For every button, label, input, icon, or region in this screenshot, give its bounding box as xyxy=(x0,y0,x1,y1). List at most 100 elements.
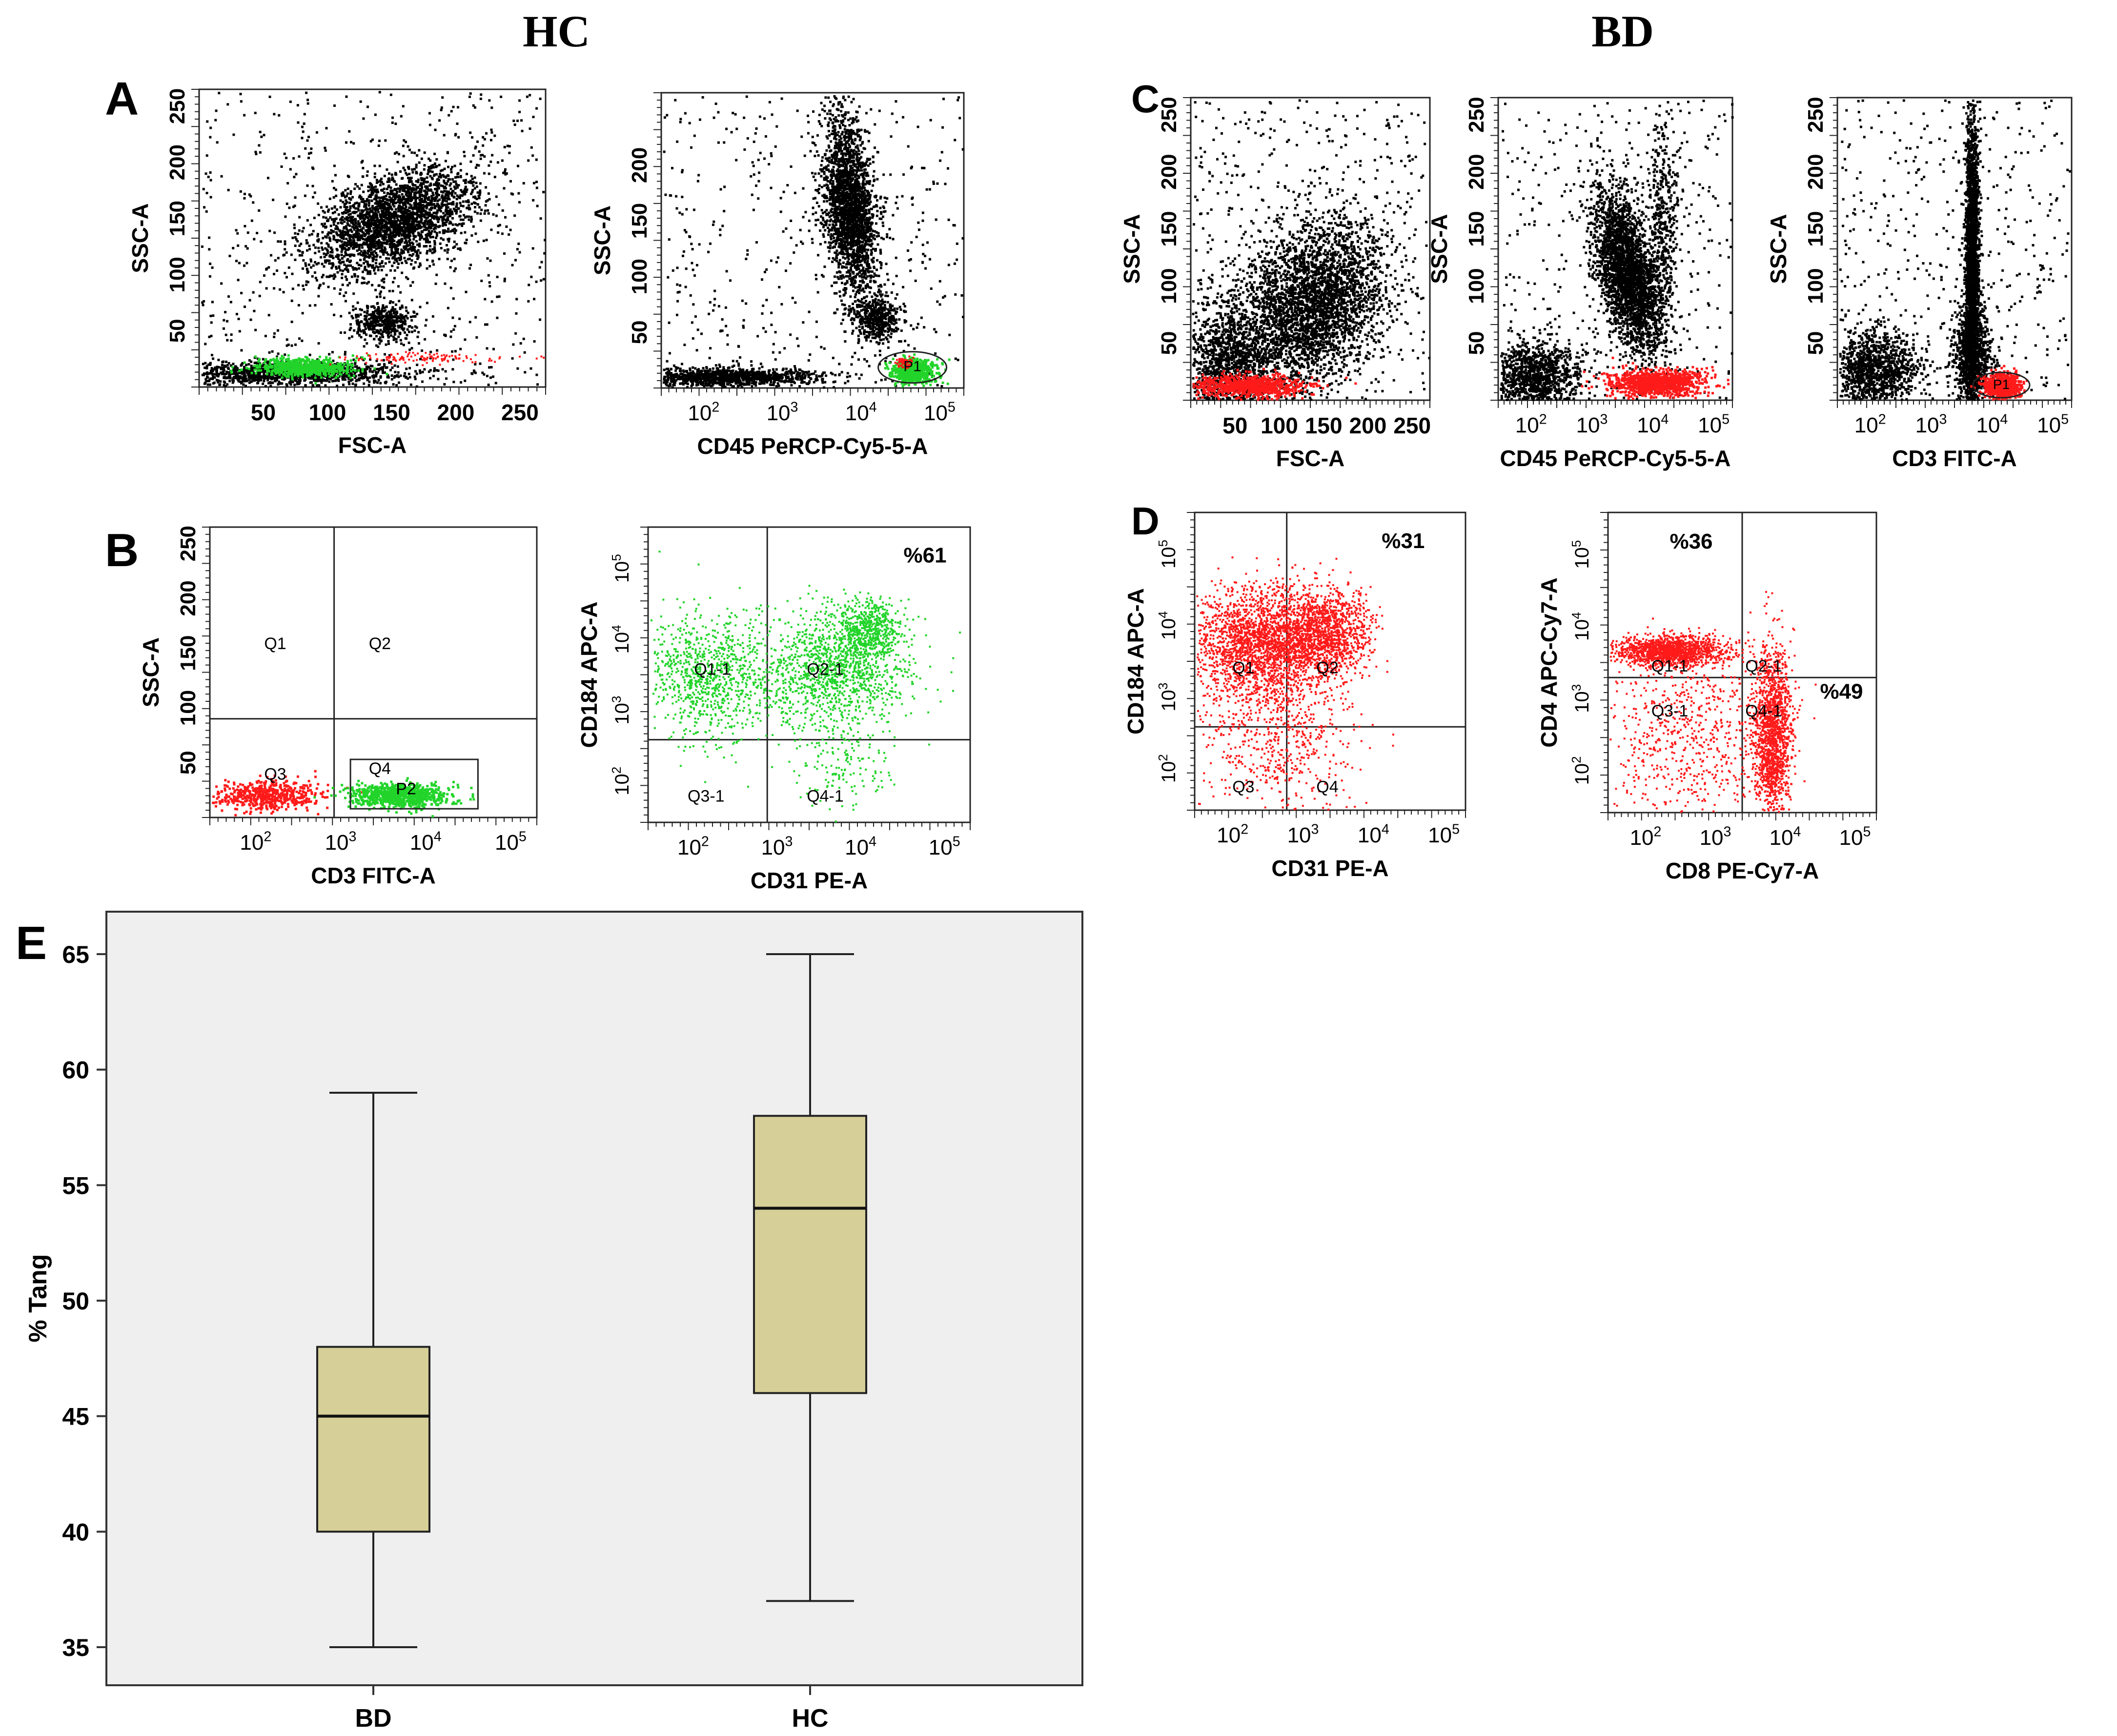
tick-marks xyxy=(1830,97,2072,408)
x-tick-label: 102 xyxy=(688,399,719,425)
percent-label: %36 xyxy=(1669,530,1712,553)
x-tick-label: 105 xyxy=(924,399,956,425)
y-tick-label: 150 xyxy=(165,201,189,236)
panel-letter-a: A xyxy=(105,73,139,125)
y-tick-label: 102 xyxy=(609,767,633,796)
quadrant-label: Q2-1 xyxy=(807,660,844,679)
x-tick-label: 103 xyxy=(1700,824,1731,850)
y-tick-label: 100 xyxy=(1804,268,1828,304)
x-tick-label: 103 xyxy=(1287,821,1319,847)
quadrant-label: Q1-1 xyxy=(1651,657,1689,675)
tick-marks xyxy=(640,527,971,830)
hc-header: HC xyxy=(523,6,590,56)
y-axis-label: CD4 APC-Cy7-A xyxy=(1536,577,1562,747)
y-axis-label: SSC-A xyxy=(1766,214,1791,284)
box-x-axis: BD HC xyxy=(355,1685,829,1733)
x-tick-label: 103 xyxy=(767,399,798,425)
y-tick-label: 104 xyxy=(1156,611,1180,640)
y-tick-label: 103 xyxy=(1156,683,1180,712)
y-tick-label: 200 xyxy=(176,580,200,616)
tick-marks xyxy=(1187,512,1466,818)
quadrant-label: Q2 xyxy=(1316,658,1338,677)
flow-panel-a2: 102 103 104 105 50 100 150 200 CD45 PeRCP-Cy5-5-… xyxy=(590,92,965,459)
box-y-axis: 35 40 45 50 55 60 65 xyxy=(62,941,106,1661)
y-tick-label: 50 xyxy=(176,751,200,775)
gate-label: P2 xyxy=(396,779,416,798)
y-tick-label: 104 xyxy=(1569,612,1593,641)
y-tick-label: 50 xyxy=(1465,331,1488,355)
flow-panels: 50 100 150 200 25050100150200250FSC-ASSC-A10… xyxy=(127,88,2073,893)
percent-label: %31 xyxy=(1382,529,1425,553)
y-axis-label: CD184 APC-A xyxy=(576,602,602,748)
x-tick-label: 100 xyxy=(1261,413,1298,438)
y-tick-label: 100 xyxy=(165,257,189,292)
y-axis-label: SSC-A xyxy=(590,205,615,275)
event-dots xyxy=(1196,556,1394,811)
x-tick-label: 50 xyxy=(1222,413,1247,438)
quadrant-label: Q1 xyxy=(264,634,286,653)
x-tick-label: 105 xyxy=(929,834,960,859)
y-tick-label: 150 xyxy=(1157,211,1181,246)
quadrant-label: Q4-1 xyxy=(807,787,844,806)
x-tick-label: 200 xyxy=(437,400,475,425)
y-tick-label: 50 xyxy=(165,319,189,343)
x-axis-label: CD3 FITC-A xyxy=(311,863,436,888)
y-tick-label: 40 xyxy=(62,1518,89,1546)
x-tick-label: 104 xyxy=(1637,411,1669,437)
x-tick-label: 102 xyxy=(1854,411,1886,437)
y-tick-label: 50 xyxy=(628,320,651,344)
y-tick-label: 200 xyxy=(165,144,189,180)
x-tick-label: 104 xyxy=(1358,821,1389,847)
tick-marks xyxy=(1183,97,1430,408)
x-tick-label: 105 xyxy=(2037,411,2069,437)
x-tick-label: 104 xyxy=(1770,824,1801,850)
plot-area xyxy=(105,911,1083,1686)
x-axis-label: CD45 PeRCP-Cy5-5-A xyxy=(697,433,928,459)
gate-p1 xyxy=(1972,371,2031,399)
y-tick-label: 250 xyxy=(1157,97,1181,132)
gate-p1 xyxy=(877,351,948,384)
x-tick-label: BD xyxy=(355,1704,391,1733)
x-axis-label: CD3 FITC-A xyxy=(1892,446,2017,471)
x-tick-label: 102 xyxy=(1515,411,1547,437)
quadrant-label: Q1 xyxy=(1232,658,1254,677)
x-tick-label: 103 xyxy=(1576,411,1608,437)
flow-panel-a1: 50 100 150 200 250 50 100 150 200 250 FSC-A SSC-A xyxy=(127,88,547,458)
y-tick-label: 105 xyxy=(1569,540,1593,569)
y-axis-label: SSC-A xyxy=(1426,214,1452,284)
y-tick-label: 200 xyxy=(628,147,651,183)
tick-marks xyxy=(653,92,964,396)
tick-marks xyxy=(191,89,546,395)
box-plot: 35 40 45 50 55 60 65 BD HC % Tang xyxy=(24,911,1083,1733)
quadrant-label: Q2-1 xyxy=(1745,657,1782,675)
y-tick-label: 150 xyxy=(176,635,200,671)
event-dots xyxy=(1609,591,1832,813)
tick-marks xyxy=(1600,512,1877,820)
y-tick-label: 102 xyxy=(1156,754,1180,783)
flow-panel-d1: 102 103 104 105 102 103 104 105 CD31 PE-A CD184 A… xyxy=(1123,511,1466,881)
y-tick-label: 50 xyxy=(1157,331,1181,355)
y-tick-label: 100 xyxy=(1157,268,1181,304)
x-axis-label: CD45 PeRCP-Cy5-5-A xyxy=(1500,446,1731,471)
y-tick-label: 55 xyxy=(62,1172,89,1199)
quadrant-label: Q3-1 xyxy=(1651,702,1689,720)
quadrant-label: Q3 xyxy=(264,765,286,784)
panel-letter-b: B xyxy=(105,524,139,576)
x-tick-label: 102 xyxy=(240,829,271,855)
y-tick-label: 150 xyxy=(1465,211,1488,246)
y-tick-label: 105 xyxy=(609,554,633,583)
x-axis-label: CD8 PE-Cy7-A xyxy=(1666,858,1819,883)
quadrant-label: Q3-1 xyxy=(688,787,725,806)
y-tick-label: 100 xyxy=(1465,268,1488,304)
x-tick-label: 105 xyxy=(1698,411,1730,437)
quadrant-label: Q1-1 xyxy=(694,660,731,679)
y-axis-label: SSC-A xyxy=(127,203,153,273)
box-bd xyxy=(316,1092,430,1648)
event-dots xyxy=(1500,100,1734,401)
x-axis-label: FSC-A xyxy=(1276,446,1345,471)
x-tick-label: 105 xyxy=(1428,821,1460,847)
flow-panel-b1: 102 103 104 105 50 100 150 200 250 CD3 FITC-A SSC-… xyxy=(138,526,538,888)
x-tick-label: 200 xyxy=(1349,413,1387,438)
